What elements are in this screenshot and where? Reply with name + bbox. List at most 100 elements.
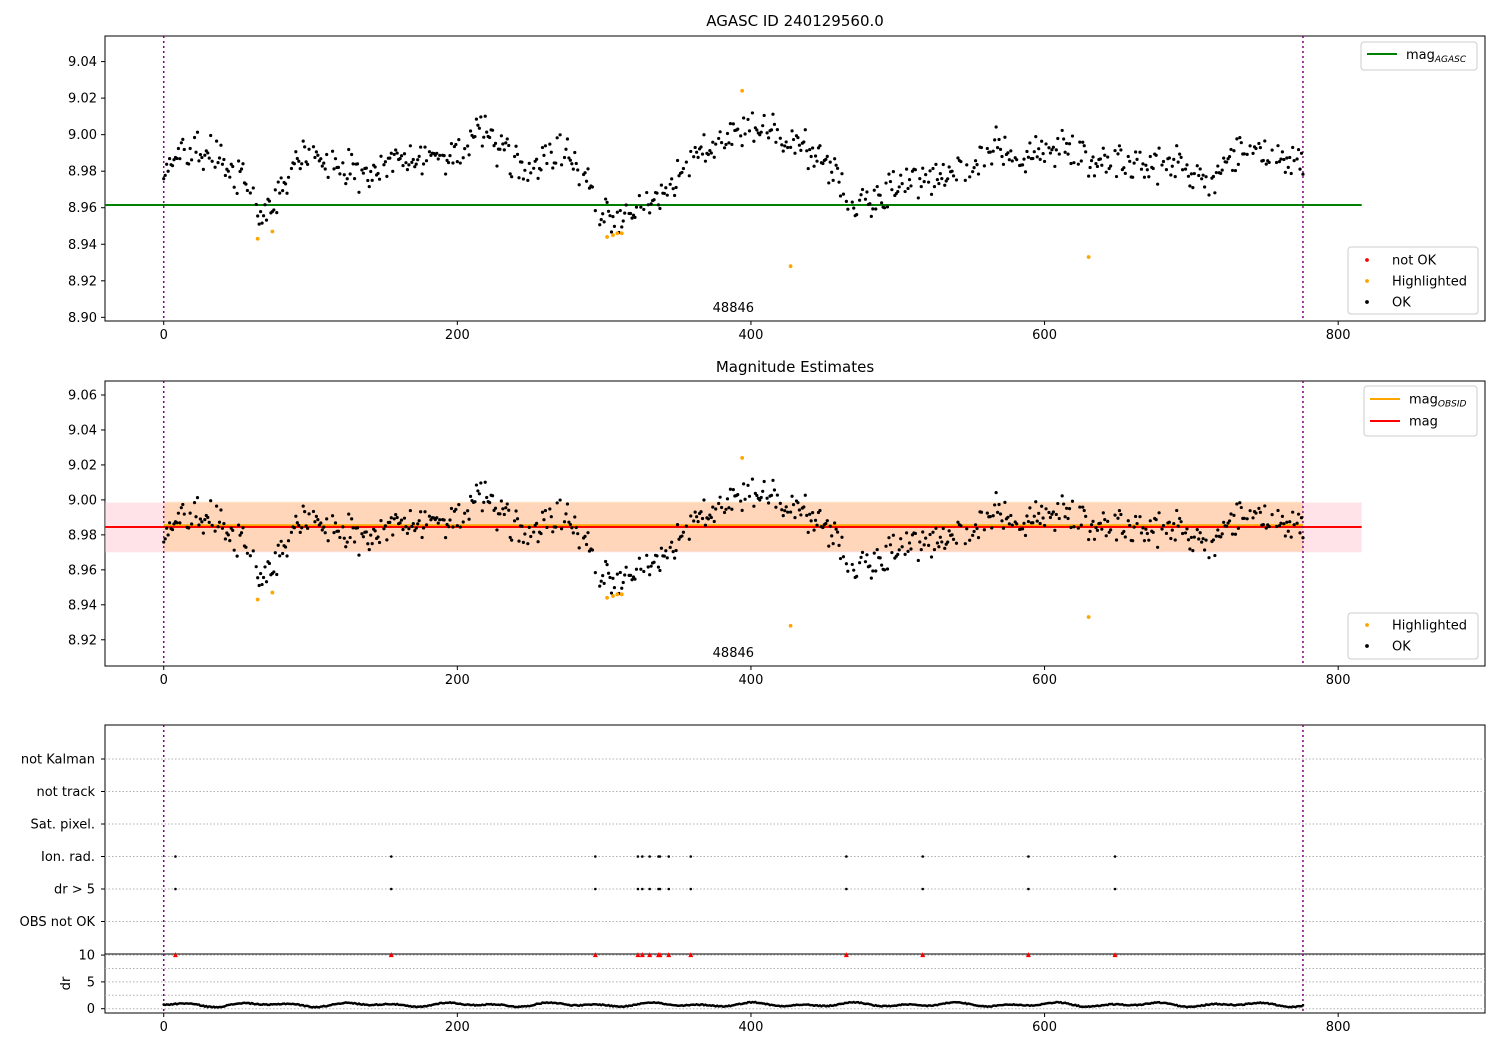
ok-point — [545, 525, 549, 530]
ok-point — [1239, 141, 1243, 145]
ok-point — [1229, 512, 1233, 516]
ok-point — [630, 578, 634, 582]
ok-point — [567, 156, 571, 160]
ok-point — [376, 535, 380, 539]
ok-point — [860, 187, 865, 192]
ok-point — [833, 157, 837, 161]
ok-point — [900, 545, 904, 549]
highlighted-point — [619, 592, 624, 597]
ok-point — [1031, 521, 1035, 525]
ok-point — [1126, 519, 1130, 523]
ok-point — [1286, 529, 1290, 533]
ok-point — [555, 136, 559, 140]
ok-point — [973, 523, 978, 527]
ok-point — [369, 533, 373, 537]
flag-marker — [648, 855, 651, 858]
ok-point — [1047, 146, 1051, 150]
ok-point — [645, 553, 649, 557]
ok-point — [163, 173, 167, 177]
ok-point — [1053, 164, 1057, 169]
ok-point — [241, 162, 245, 166]
ok-point — [473, 134, 477, 139]
ok-point — [264, 580, 269, 584]
ok-point — [330, 149, 335, 153]
ok-point — [1038, 521, 1042, 526]
ok-point — [1189, 172, 1193, 176]
ok-point — [700, 516, 705, 521]
ok-point — [1277, 160, 1282, 164]
ok-point — [1072, 161, 1076, 165]
flag-marker — [1027, 855, 1030, 858]
ok-point — [731, 488, 735, 492]
ok-point — [1020, 527, 1025, 531]
panel-4-x-tick-label: 600 — [1032, 1020, 1057, 1035]
ok-point — [1285, 156, 1289, 160]
ok-point — [1114, 538, 1119, 542]
ok-point — [479, 115, 483, 119]
flag-marker — [389, 887, 393, 891]
ok-point — [963, 542, 967, 546]
ok-point — [724, 507, 728, 511]
ok-point — [1051, 510, 1055, 514]
ok-point — [275, 211, 279, 215]
ok-point — [254, 565, 258, 569]
ok-point — [1079, 159, 1083, 163]
ok-point — [571, 531, 575, 535]
ok-point — [466, 509, 470, 513]
ok-point — [162, 177, 166, 181]
ok-point — [880, 563, 884, 567]
ok-point — [1132, 161, 1136, 165]
ok-point — [871, 569, 875, 573]
legend-line-label: mag — [1409, 415, 1438, 430]
ok-point — [170, 527, 175, 532]
ok-point — [1298, 531, 1302, 535]
ok-point — [841, 192, 846, 196]
ok-point — [427, 150, 432, 154]
panel-4-x-tick-label: 0 — [160, 1020, 168, 1035]
ok-point — [451, 525, 455, 529]
ok-point — [793, 151, 797, 155]
ok-point — [1282, 157, 1286, 162]
ok-point — [1180, 531, 1185, 536]
ok-point — [263, 565, 267, 569]
ok-point — [1251, 151, 1255, 155]
ok-point — [1263, 139, 1267, 143]
panel-1-y-tick-label: 8.94 — [68, 238, 97, 253]
ok-point — [289, 166, 294, 171]
ok-point — [235, 191, 239, 196]
ok-point — [490, 128, 495, 132]
ok-point — [391, 169, 395, 173]
ok-point — [976, 535, 981, 540]
ok-point — [586, 531, 590, 535]
ok-point — [201, 167, 205, 171]
ok-point — [593, 571, 597, 575]
ok-point — [940, 176, 944, 181]
ok-point — [712, 519, 716, 524]
ok-point — [435, 151, 439, 155]
ok-point — [264, 218, 269, 222]
ok-point — [548, 507, 552, 511]
ok-point — [1251, 516, 1255, 520]
ok-point — [451, 161, 455, 165]
ok-point — [257, 583, 261, 588]
ok-point — [419, 145, 423, 149]
ok-point — [1192, 171, 1196, 176]
flag-marker — [389, 855, 393, 858]
ok-point — [166, 533, 170, 537]
ok-point — [1261, 158, 1265, 163]
ok-point — [834, 163, 838, 167]
ok-point — [781, 149, 785, 153]
ok-point — [1176, 524, 1180, 528]
ok-point — [799, 513, 803, 517]
ok-point — [1188, 184, 1192, 188]
ok-point — [888, 543, 893, 547]
ok-point — [609, 591, 614, 595]
ok-point — [860, 550, 865, 554]
ok-point — [630, 216, 634, 220]
ok-point — [231, 528, 235, 532]
ok-point — [997, 502, 1001, 507]
ok-point — [369, 169, 373, 174]
ok-point — [872, 551, 876, 555]
ok-point — [664, 186, 668, 190]
ok-point — [178, 521, 182, 525]
